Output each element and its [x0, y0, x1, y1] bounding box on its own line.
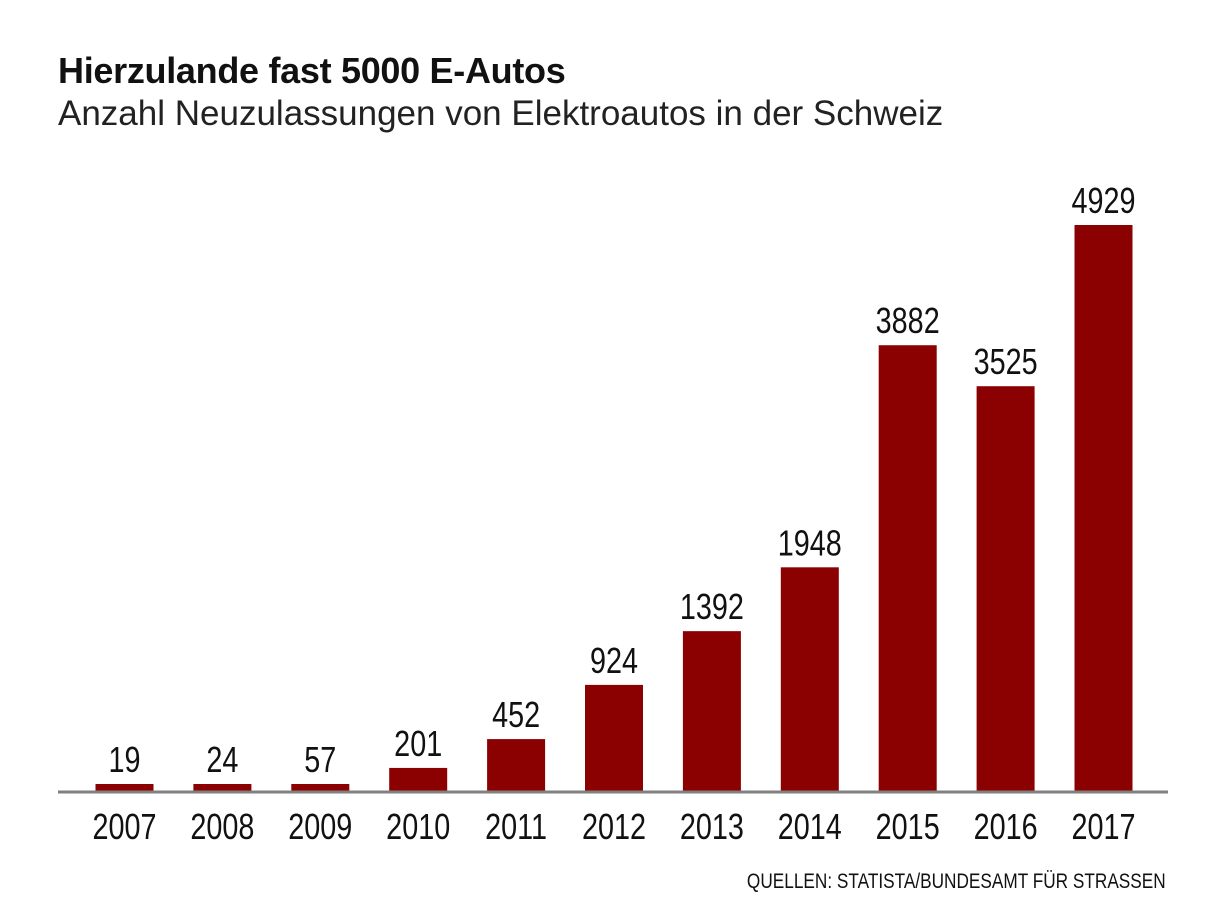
x-tick-label: 2016: [974, 806, 1038, 847]
bar-2016: [976, 386, 1035, 791]
data-label-2010: 201: [394, 723, 442, 764]
data-label-2012: 924: [590, 640, 638, 681]
bar-2010: [389, 767, 448, 791]
source-note: QUELLEN: STATISTA/BUNDESAMT FÜR STRASSEN: [747, 870, 1166, 893]
x-tick-label: 2007: [92, 806, 156, 847]
data-label-2017: 4929: [1071, 180, 1135, 221]
chart-title: Hierzulande fast 5000 E-Autos: [58, 50, 566, 91]
data-label-2009: 57: [304, 739, 336, 780]
x-tick-label: 2010: [386, 806, 450, 847]
data-label-2013: 1392: [680, 586, 744, 627]
data-label-2015: 3882: [876, 300, 940, 341]
bar-2013: [682, 631, 741, 791]
bar-2012: [585, 684, 643, 791]
chart-subtitle: Anzahl Neuzulassungen von Elektroautos i…: [58, 94, 944, 133]
x-tick-label: 2014: [778, 806, 842, 847]
bar-2015: [878, 345, 937, 791]
data-label-2014: 1948: [778, 522, 842, 563]
x-tick-label: 2017: [1071, 806, 1135, 847]
bar-2009: [291, 784, 350, 791]
x-tick-label: 2011: [485, 806, 547, 847]
x-tick-label: 2013: [680, 806, 744, 847]
data-label-2008: 24: [206, 739, 238, 780]
x-tick-label: 2008: [190, 806, 254, 847]
data-label-2007: 19: [108, 739, 140, 780]
bar-2008: [193, 784, 252, 791]
bar-2011: [487, 739, 546, 791]
x-tick-label: 2009: [288, 806, 352, 847]
data-label-2016: 3525: [974, 341, 1038, 382]
bar-2017: [1074, 225, 1133, 791]
x-tick-label: 2015: [876, 806, 940, 847]
bar-2007: [95, 784, 154, 791]
x-tick-label: 2012: [582, 806, 646, 847]
bar-2014: [780, 567, 839, 791]
data-label-2011: 452: [492, 694, 540, 735]
